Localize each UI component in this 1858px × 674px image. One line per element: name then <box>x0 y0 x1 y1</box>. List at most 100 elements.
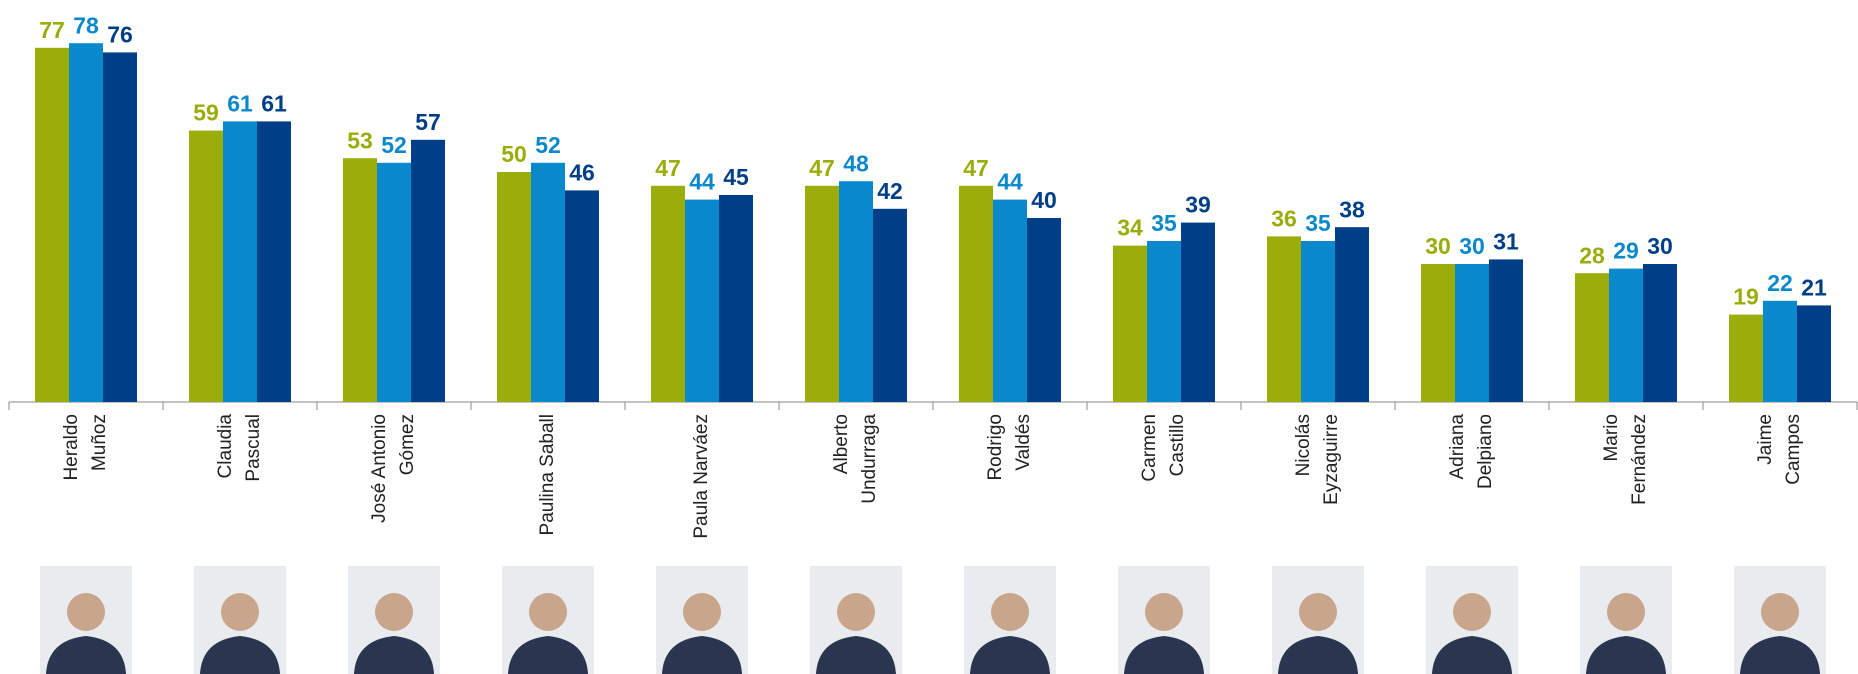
bar <box>1027 218 1061 402</box>
bar <box>1609 269 1643 402</box>
x-tick-label: Mario <box>1601 414 1622 462</box>
x-tick-label: Eyzaguirre <box>1321 414 1342 505</box>
bar <box>993 200 1027 402</box>
portrait <box>194 566 286 674</box>
bar <box>69 43 103 402</box>
value-label: 47 <box>655 155 681 181</box>
bar <box>1489 259 1523 402</box>
portrait <box>1580 566 1672 674</box>
bar <box>1113 246 1147 402</box>
value-label: 47 <box>963 155 989 181</box>
value-label: 53 <box>347 127 373 153</box>
bar <box>685 200 719 402</box>
bar <box>1147 241 1181 402</box>
x-tick-label: Gómez <box>397 414 418 475</box>
value-label: 30 <box>1425 233 1451 259</box>
x-tick-label: Campos <box>1783 414 1804 485</box>
bar <box>343 158 377 402</box>
value-label: 52 <box>535 132 561 158</box>
bar <box>873 209 907 402</box>
value-label: 38 <box>1339 196 1365 222</box>
portrait-head <box>1453 593 1491 631</box>
value-label: 52 <box>381 132 407 158</box>
bar <box>411 140 445 402</box>
portrait <box>348 566 440 674</box>
x-tick-label: Nicolás <box>1293 414 1314 476</box>
portrait <box>1272 566 1364 674</box>
bar <box>651 186 685 402</box>
portrait-head <box>1607 593 1645 631</box>
bar <box>1335 227 1369 402</box>
value-label: 31 <box>1493 228 1519 254</box>
bar <box>103 52 137 402</box>
bar <box>497 172 531 402</box>
bar <box>35 48 69 402</box>
x-tick-label: Adriana <box>1447 414 1468 480</box>
portrait <box>502 566 594 674</box>
value-label: 45 <box>723 164 749 190</box>
value-label: 47 <box>809 155 835 181</box>
value-label: 61 <box>261 90 287 116</box>
page: 777876HeraldoMuñoz596161ClaudiaPascual53… <box>0 0 1858 674</box>
bar <box>1797 305 1831 402</box>
value-label: 78 <box>73 12 99 38</box>
value-label: 35 <box>1151 210 1177 236</box>
bar <box>1763 301 1797 402</box>
x-tick-label: Alberto <box>831 414 852 474</box>
bar <box>1301 241 1335 402</box>
value-label: 44 <box>997 169 1023 195</box>
portrait-head <box>529 593 567 631</box>
x-tick-label: Jaime <box>1755 414 1776 465</box>
value-label: 59 <box>193 100 219 126</box>
value-label: 21 <box>1801 274 1827 300</box>
value-label: 39 <box>1185 192 1211 218</box>
portrait-head <box>67 593 105 631</box>
bar <box>223 121 257 402</box>
x-tick-label: Claudia <box>215 414 236 479</box>
portrait <box>1734 566 1826 674</box>
bar <box>1181 223 1215 402</box>
value-label: 61 <box>227 90 253 116</box>
bar <box>1421 264 1455 402</box>
value-label: 48 <box>843 150 869 176</box>
value-label: 22 <box>1767 270 1793 296</box>
x-tick-label: Paula Narváez <box>691 414 712 539</box>
x-tick-label: Pascual <box>243 414 264 482</box>
value-label: 40 <box>1031 187 1057 213</box>
bar <box>257 121 291 402</box>
value-label: 42 <box>877 178 903 204</box>
bar <box>1267 236 1301 402</box>
bar <box>189 131 223 402</box>
portrait-head <box>375 593 413 631</box>
x-tick-label: Delpiano <box>1475 414 1496 489</box>
portrait <box>40 566 132 674</box>
bar <box>959 186 993 402</box>
value-label: 36 <box>1271 205 1297 231</box>
portrait-head <box>221 593 259 631</box>
value-label: 50 <box>501 141 527 167</box>
x-tick-label: José Antonio <box>369 414 390 523</box>
value-label: 44 <box>689 169 715 195</box>
portrait <box>1118 566 1210 674</box>
value-label: 35 <box>1305 210 1331 236</box>
value-label: 76 <box>107 21 133 47</box>
bar <box>805 186 839 402</box>
bar <box>839 181 873 402</box>
x-tick-label: Castillo <box>1167 414 1188 476</box>
x-tick-label: Valdés <box>1013 414 1034 471</box>
value-label: 30 <box>1459 233 1485 259</box>
x-tick-label: Undurraga <box>859 414 880 504</box>
value-label: 28 <box>1579 242 1605 268</box>
x-tick-label: Fernández <box>1629 414 1650 505</box>
portrait-head <box>1761 593 1799 631</box>
portrait <box>810 566 902 674</box>
value-label: 30 <box>1647 233 1673 259</box>
bar <box>1575 273 1609 402</box>
portrait-head <box>1299 593 1337 631</box>
value-label: 57 <box>415 109 441 135</box>
bar <box>719 195 753 402</box>
x-tick-label: Muñoz <box>89 414 110 471</box>
portrait <box>964 566 1056 674</box>
x-tick-label: Rodrigo <box>985 414 1006 481</box>
bar <box>1455 264 1489 402</box>
